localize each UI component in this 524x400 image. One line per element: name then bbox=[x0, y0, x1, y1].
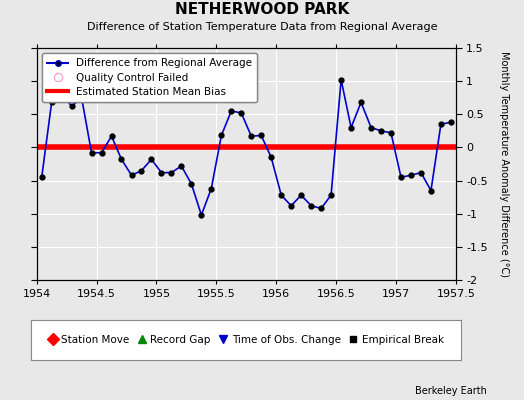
Text: NETHERWOOD PARK: NETHERWOOD PARK bbox=[175, 2, 349, 17]
Y-axis label: Monthly Temperature Anomaly Difference (°C): Monthly Temperature Anomaly Difference (… bbox=[499, 51, 509, 277]
Legend: Station Move, Record Gap, Time of Obs. Change, Empirical Break: Station Move, Record Gap, Time of Obs. C… bbox=[45, 331, 448, 349]
Legend: Difference from Regional Average, Quality Control Failed, Estimated Station Mean: Difference from Regional Average, Qualit… bbox=[42, 53, 257, 102]
Text: Berkeley Earth: Berkeley Earth bbox=[416, 386, 487, 396]
Text: Difference of Station Temperature Data from Regional Average: Difference of Station Temperature Data f… bbox=[87, 22, 437, 32]
